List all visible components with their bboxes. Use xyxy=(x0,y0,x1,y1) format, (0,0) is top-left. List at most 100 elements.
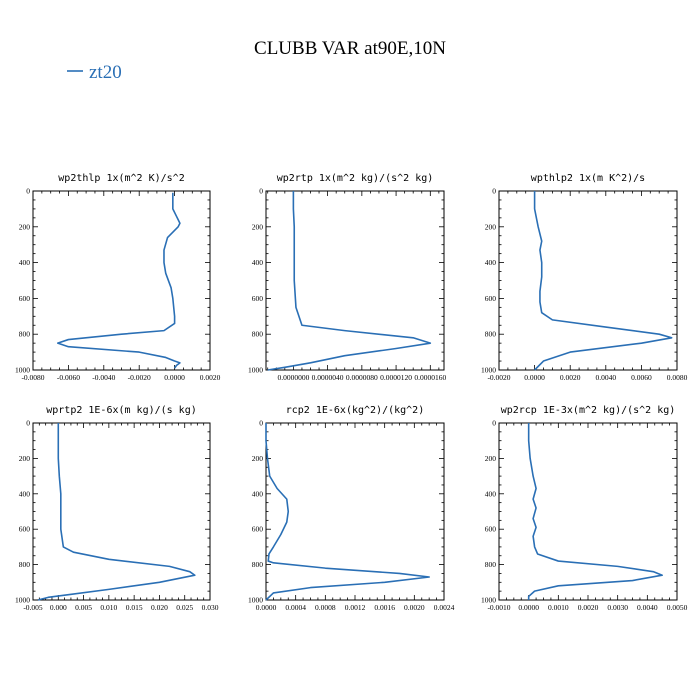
chart-panel-5: rcp2 1E-6x(kg^2)/(kg^2) 0 200 400 600 800 1000… xyxy=(248,405,455,612)
y-tick-label: 0 xyxy=(259,419,263,428)
x-tick-label: 0.0016 xyxy=(374,603,395,612)
x-tick-label: 0.0008 xyxy=(315,603,336,612)
x-tick-label: -0.0020 xyxy=(487,373,510,382)
chart-panel-2: wp2rtp 1x(m^2 kg)/(s^2 kg) 0 200 400 600 800 1… xyxy=(248,173,446,382)
x-tick-label: 0.030 xyxy=(202,603,219,612)
panel-title: wp2thlp 1x(m^2 K)/s^2 xyxy=(58,173,184,184)
chart-panel-1: wp2thlp 1x(m^2 K)/s^202004006008001000-0… xyxy=(15,173,221,382)
y-tick-label: 200 xyxy=(485,222,497,231)
x-tick-label: 0.0000160 xyxy=(414,373,446,382)
y-tick-label: 200 xyxy=(485,454,497,463)
y-tick-label: 1000 xyxy=(481,366,496,375)
plot-frame xyxy=(32,422,211,601)
y-tick-label: 0 xyxy=(492,419,496,428)
x-tick-label: 0.0030 xyxy=(607,603,628,612)
figure-title: CLUBB VAR at90E,10N xyxy=(254,38,446,59)
plot-frame xyxy=(498,422,678,601)
x-tick-label: 0.0080 xyxy=(667,373,688,382)
x-tick-label: 0.0020 xyxy=(404,603,425,612)
y-tick-label: 1000 xyxy=(248,596,263,605)
series-line xyxy=(37,423,196,601)
y-tick-label: 800 xyxy=(19,560,31,569)
series-line xyxy=(56,192,181,369)
x-tick-label: 0.0004 xyxy=(285,603,306,612)
y-tick-label: 800 xyxy=(19,330,31,339)
x-tick-label: -0.0010 xyxy=(487,603,510,612)
series-line xyxy=(267,191,432,371)
x-tick-label: 0.0000 xyxy=(164,373,185,382)
panel-title: wp2rtp 1x(m^2 kg)/(s^2 kg) xyxy=(277,173,434,184)
y-tick-label: 1000 xyxy=(481,596,496,605)
plot-frame xyxy=(265,190,445,371)
x-tick-label: 0.0000120 xyxy=(380,373,412,382)
y-tick-label: 0 xyxy=(26,187,30,196)
x-tick-label: 0.020 xyxy=(151,603,168,612)
y-tick-label: 1000 xyxy=(15,596,30,605)
x-tick-label: 0.0000 xyxy=(256,603,277,612)
x-tick-label: 0.0020 xyxy=(200,373,221,382)
plot-frame xyxy=(265,422,445,601)
chart-panels: wp2thlp 1x(m^2 K)/s^202004006008001000-0… xyxy=(15,173,688,612)
x-tick-label: 0.0020 xyxy=(578,603,599,612)
x-tick-label: -0.0080 xyxy=(21,373,44,382)
y-tick-label: 0 xyxy=(26,419,30,428)
y-tick-label: 600 xyxy=(485,294,497,303)
x-tick-label: 0.0000040 xyxy=(312,373,344,382)
x-tick-label: 0.0000080 xyxy=(346,373,378,382)
y-tick-label: 400 xyxy=(485,489,497,498)
series-line xyxy=(265,423,430,601)
plot-frame xyxy=(498,190,678,371)
x-tick-label: 0.0040 xyxy=(637,603,658,612)
legend: zt20 xyxy=(67,62,122,83)
x-tick-label: 0.0000 xyxy=(524,373,545,382)
y-tick-label: 600 xyxy=(252,525,264,534)
x-tick-label: -0.0020 xyxy=(128,373,151,382)
y-tick-label: 600 xyxy=(252,294,264,303)
y-tick-label: 200 xyxy=(252,222,264,231)
x-tick-label: 0.015 xyxy=(126,603,143,612)
x-tick-label: 0.0060 xyxy=(631,373,652,382)
series-line xyxy=(527,423,663,600)
x-tick-label: -0.005 xyxy=(23,603,43,612)
y-tick-label: 0 xyxy=(259,187,263,196)
x-tick-label: -0.0060 xyxy=(57,373,80,382)
x-tick-label: -0.0040 xyxy=(92,373,115,382)
y-tick-label: 400 xyxy=(19,489,31,498)
y-tick-label: 400 xyxy=(252,258,264,267)
y-tick-label: 0 xyxy=(492,187,496,196)
y-tick-label: 600 xyxy=(485,525,497,534)
y-tick-label: 400 xyxy=(19,258,31,267)
chart-panel-3: wpthlp2 1x(m K^2)/s 0 200 400 600 800 1000-0.0… xyxy=(481,173,688,382)
y-tick-label: 600 xyxy=(19,525,31,534)
x-tick-label: 0.0000 xyxy=(518,603,539,612)
chart-panel-6: wp2rcp 1E-3x(m^2 kg)/(s^2 kg) 0 200 400 600 8… xyxy=(481,405,688,612)
y-tick-label: 800 xyxy=(485,560,497,569)
y-tick-label: 1000 xyxy=(15,366,30,375)
x-tick-label: 0.0050 xyxy=(667,603,688,612)
series-line xyxy=(533,191,673,371)
y-tick-label: 800 xyxy=(252,560,264,569)
x-tick-label: 0.0040 xyxy=(595,373,616,382)
y-tick-label: 200 xyxy=(19,454,31,463)
x-tick-label: 0.0024 xyxy=(434,603,455,612)
y-tick-label: 400 xyxy=(485,258,497,267)
y-tick-label: 400 xyxy=(252,489,264,498)
x-tick-label: 0.010 xyxy=(100,603,117,612)
legend-label: zt20 xyxy=(89,62,122,83)
x-tick-label: 0.025 xyxy=(176,603,193,612)
chart-panel-4: wprtp2 1E-6x(m kg)/(s kg) 0 200 400 600 800 10… xyxy=(15,405,219,612)
y-tick-label: 800 xyxy=(252,330,264,339)
panel-title: wprtp2 1E-6x(m kg)/(s kg) xyxy=(46,405,197,416)
y-tick-label: 800 xyxy=(485,330,497,339)
x-tick-label: 0.005 xyxy=(75,603,92,612)
x-tick-label: 0.0012 xyxy=(345,603,366,612)
panel-title: rcp2 1E-6x(kg^2)/(kg^2) xyxy=(286,405,424,416)
y-tick-label: 200 xyxy=(19,222,31,231)
y-tick-label: 1000 xyxy=(248,366,263,375)
x-tick-label: 0.000 xyxy=(50,603,67,612)
panel-title: wp2rcp 1E-3x(m^2 kg)/(s^2 kg) xyxy=(501,405,676,416)
x-tick-label: 0.0020 xyxy=(560,373,581,382)
panel-title: wpthlp2 1x(m K^2)/s xyxy=(531,173,645,184)
y-tick-label: 200 xyxy=(252,454,264,463)
